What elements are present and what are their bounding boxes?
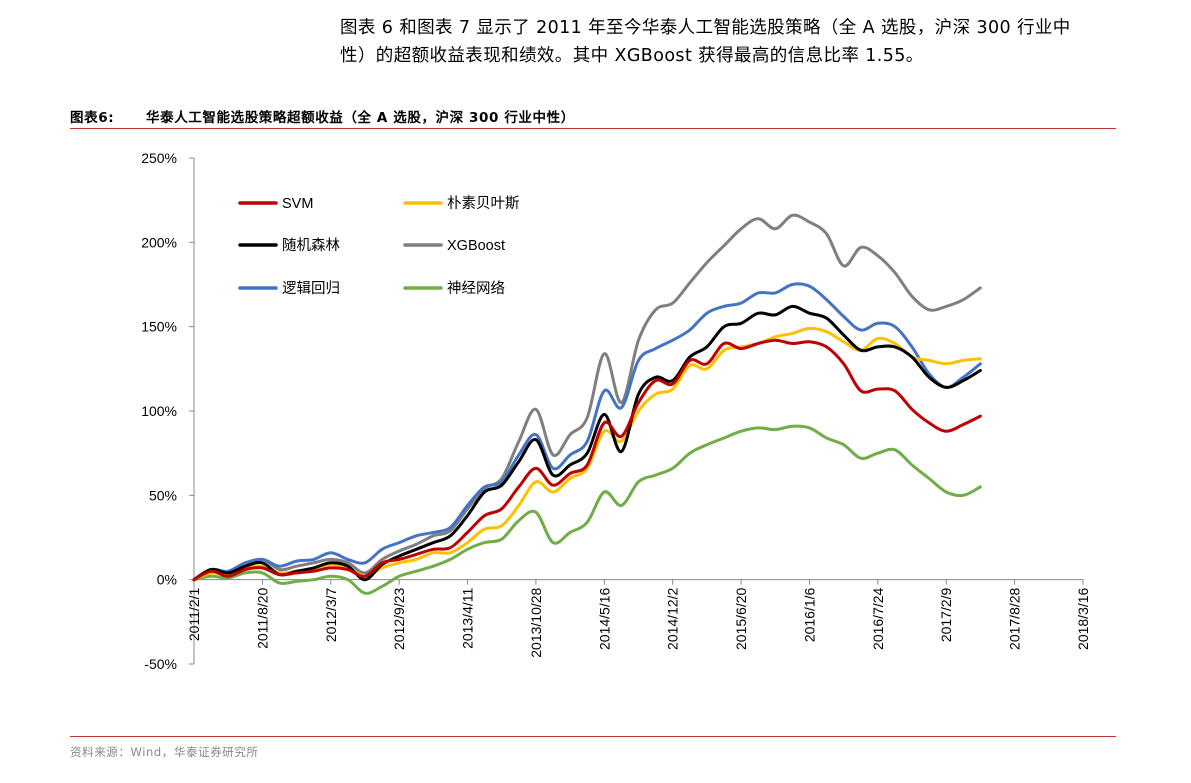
- figure-title-text: 华泰人工智能选股策略超额收益（全 A 选股，沪深 300 行业中性）: [146, 110, 575, 126]
- source-note: 资料来源：Wind，华泰证券研究所: [70, 745, 259, 759]
- intro-line-1: 图表 6 和图表 7 显示了 2011 年至今华泰人工智能选股策略（全 A 选股…: [340, 18, 1071, 38]
- source-rule: [70, 736, 1116, 737]
- x-tick-label: 2015/6/20: [733, 587, 749, 649]
- series-line-1: [192, 326, 982, 582]
- intro-line-2: 性）的超额收益表现和绩效。其中 XGBoost 获得最高的信息比率 1.55。: [340, 46, 924, 66]
- x-tick-label: 2016/1/6: [801, 587, 817, 642]
- x-tick-label: 2014/12/2: [665, 587, 681, 649]
- y-tick-label: 150%: [141, 319, 177, 335]
- series-line-2: [192, 304, 982, 582]
- x-tick-label: 2017/8/28: [1007, 587, 1023, 649]
- x-tick-label: 2016/7/24: [870, 587, 886, 649]
- legend-label-5: 神经网络: [447, 280, 505, 297]
- x-tick-label: 2014/5/16: [596, 587, 612, 649]
- title-rule: [70, 128, 1116, 129]
- x-tick-label: 2013/10/28: [528, 587, 544, 657]
- y-tick-label: 100%: [141, 403, 177, 419]
- y-tick-label: 250%: [141, 150, 177, 166]
- x-tick-label: 2013/4/11: [460, 587, 476, 648]
- legend-label-1: 朴素贝叶斯: [447, 195, 520, 212]
- y-tick-label: 200%: [141, 234, 177, 250]
- figure-title: 图表6: 华泰人工智能选股策略超额收益（全 A 选股，沪深 300 行业中性）: [70, 106, 1116, 126]
- legend-label-4: 逻辑回归: [282, 280, 340, 297]
- series-line-3: [192, 213, 982, 582]
- x-tick-label: 2018/3/16: [1075, 587, 1091, 649]
- series-line-0: [192, 338, 982, 582]
- x-tick-label: 2011/2/1: [186, 587, 202, 641]
- series-line-4: [192, 282, 982, 582]
- x-tick-label: 2017/2/9: [938, 587, 954, 642]
- intro-paragraph: 图表 6 和图表 7 显示了 2011 年至今华泰人工智能选股策略（全 A 选股…: [340, 14, 1140, 70]
- y-tick-label: -50%: [144, 656, 177, 672]
- y-tick-label: 0%: [157, 572, 177, 588]
- x-tick-label: 2012/3/7: [323, 587, 339, 642]
- x-tick-label: 2012/9/23: [391, 587, 407, 649]
- series-line-5: [192, 424, 982, 595]
- figure-label: 图表6:: [70, 110, 115, 126]
- legend-label-0: SVM: [282, 196, 313, 212]
- legend-label-3: XGBoost: [447, 238, 505, 254]
- legend-label-2: 随机森林: [282, 237, 340, 254]
- y-tick-label: 50%: [149, 487, 177, 503]
- x-tick-label: 2011/8/20: [254, 587, 270, 648]
